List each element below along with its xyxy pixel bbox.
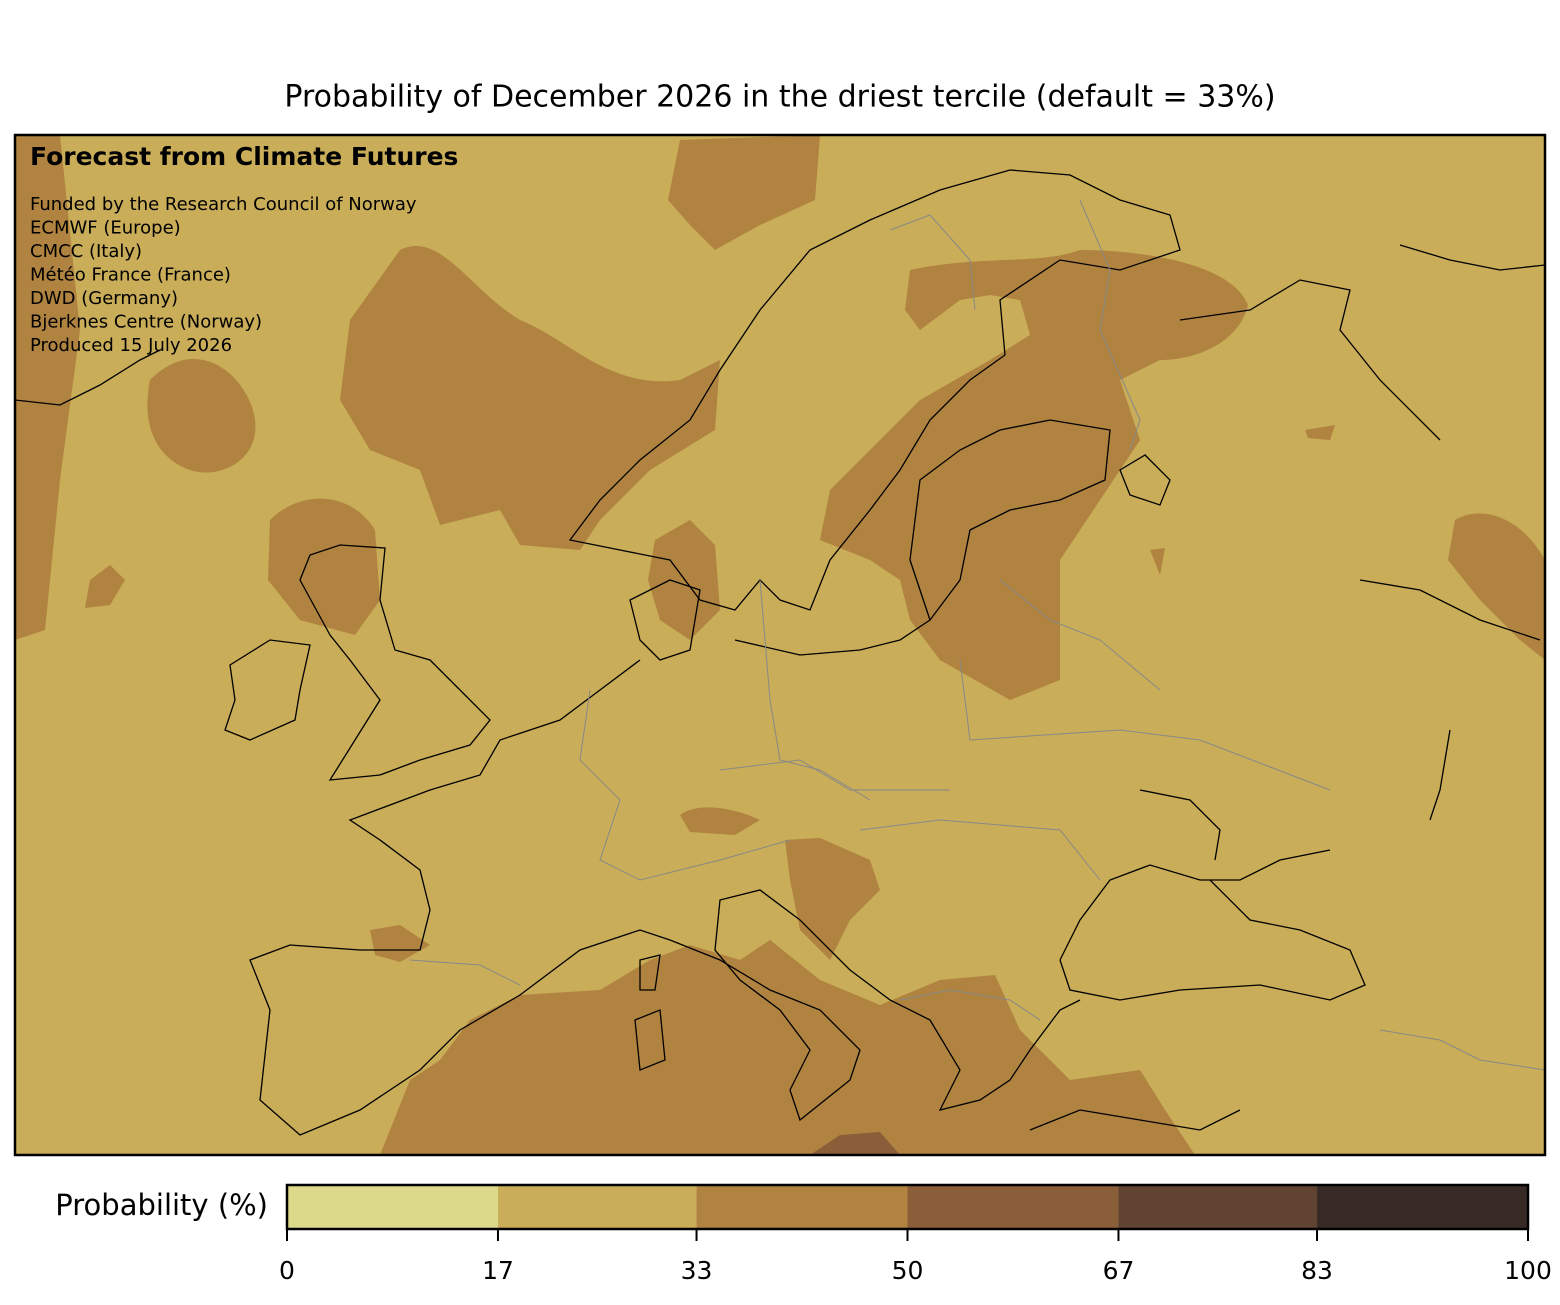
colorbar-tick-label: 17 xyxy=(482,1256,514,1285)
map xyxy=(15,135,1545,1155)
colorbar-bin xyxy=(907,1185,1119,1229)
annotation-lines: Funded by the Research Council of Norway… xyxy=(30,194,417,356)
colorbar-bin xyxy=(696,1185,908,1229)
colorbar-bin xyxy=(287,1185,498,1229)
annotation-line: ECMWF (Europe) xyxy=(30,218,181,239)
probability-region-high xyxy=(810,1132,900,1155)
map-frame xyxy=(13,133,1547,1157)
colorbar-bin xyxy=(497,1185,697,1229)
annotation-line: Météo France (France) xyxy=(30,265,231,286)
annotation-line: Bjerknes Centre (Norway) xyxy=(30,312,262,333)
colorbar-tick-label: 67 xyxy=(1103,1256,1135,1285)
colorbar-label: Probability (%) xyxy=(55,1188,268,1222)
colorbar-bin xyxy=(1118,1185,1318,1229)
colorbar-bin xyxy=(1317,1185,1528,1229)
colorbar-tick-label: 0 xyxy=(279,1256,295,1285)
colorbar-tick-label: 100 xyxy=(1504,1256,1552,1285)
annotation-line: CMCC (Italy) xyxy=(30,241,142,262)
probability-regions xyxy=(15,135,1545,1155)
title: Probability of December 2026 in the drie… xyxy=(284,80,1275,115)
annotation-line: DWD (Germany) xyxy=(30,288,178,309)
colorbar-tick-label: 33 xyxy=(681,1256,713,1285)
colorbar-tick-label: 83 xyxy=(1301,1256,1333,1285)
annotation-heading: Forecast from Climate Futures xyxy=(30,142,458,171)
borders xyxy=(409,199,1545,1071)
annotation-line: Produced 15 July 2026 xyxy=(30,335,232,356)
colorbar: 0 17 33 50 67 83 100 xyxy=(279,1183,1552,1285)
annotation-line: Funded by the Research Council of Norway xyxy=(30,194,417,215)
colorbar-tick-label: 50 xyxy=(892,1256,924,1285)
